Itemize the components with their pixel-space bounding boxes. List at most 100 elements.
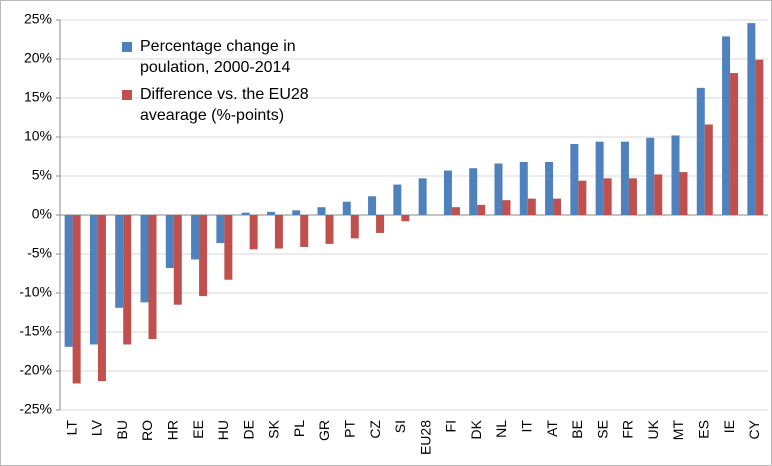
bar <box>494 163 503 215</box>
x-tick-label: IT <box>518 420 534 433</box>
bar <box>368 196 377 215</box>
x-tick-label: DK <box>468 419 484 439</box>
x-tick-label: HU <box>215 420 231 440</box>
x-tick-label: BE <box>569 420 585 439</box>
bar <box>595 141 604 215</box>
y-tick-label: 5% <box>32 167 52 183</box>
bar <box>64 215 73 347</box>
bar <box>502 200 511 215</box>
bar <box>317 207 326 215</box>
bar <box>451 207 460 215</box>
y-tick-label: 20% <box>24 50 52 66</box>
bar <box>545 161 554 215</box>
y-tick-label: 0% <box>32 206 52 222</box>
bar <box>704 124 713 215</box>
x-tick-label: DE <box>240 420 256 439</box>
bar <box>216 215 225 244</box>
legend-swatch <box>122 42 132 52</box>
bar <box>376 215 385 233</box>
bar <box>266 211 275 215</box>
bar <box>747 23 756 216</box>
x-tick-label: CZ <box>367 420 383 439</box>
x-tick-label: CY <box>746 419 762 439</box>
legend: Percentage change in poulation, 2000-201… <box>122 36 345 132</box>
bar <box>199 215 208 297</box>
x-tick-label: BU <box>114 420 130 439</box>
x-tick-label: HR <box>164 420 180 440</box>
bar <box>722 36 731 215</box>
x-tick-label: EE <box>190 420 206 439</box>
bar <box>477 204 486 215</box>
legend-label: Difference vs. the EU28 avearage (%-poin… <box>140 86 309 124</box>
x-tick-label: UK <box>645 419 661 439</box>
x-tick-label: LV <box>89 419 105 436</box>
x-tick-label: RO <box>139 420 155 441</box>
x-tick-label: GR <box>316 420 332 441</box>
bar <box>325 215 334 244</box>
y-tick-label: -5% <box>27 245 52 261</box>
x-tick-label: NL <box>493 420 509 438</box>
x-tick-label: IE <box>721 420 737 433</box>
x-tick-label: MT <box>670 420 686 441</box>
legend-item: Percentage change in poulation, 2000-201… <box>122 36 345 78</box>
bar <box>654 174 663 215</box>
bar <box>570 144 579 215</box>
bar <box>393 184 402 215</box>
bar <box>418 178 427 215</box>
bar <box>620 141 629 215</box>
bar <box>443 170 452 215</box>
x-tick-label: AT <box>544 420 560 437</box>
bar <box>578 180 587 215</box>
bar <box>72 215 81 384</box>
bar <box>292 210 301 215</box>
x-tick-label: ES <box>695 420 711 439</box>
x-tick-label: PT <box>341 420 357 438</box>
y-tick-label: 15% <box>24 89 52 105</box>
bar <box>755 59 764 215</box>
x-tick-label: SE <box>594 420 610 439</box>
bar <box>140 215 149 303</box>
bar <box>148 215 157 340</box>
bar <box>191 215 200 260</box>
bar <box>519 161 528 215</box>
legend-label: Percentage change in poulation, 2000-201… <box>140 38 296 76</box>
y-tick-label: 25% <box>24 11 52 27</box>
bar <box>173 215 182 305</box>
bar <box>241 212 250 215</box>
bar <box>274 215 283 249</box>
bar <box>97 215 106 382</box>
legend-swatch <box>122 90 132 100</box>
bar <box>679 172 688 215</box>
x-tick-label: SK <box>266 419 282 438</box>
bar <box>115 215 124 308</box>
bar <box>165 215 174 269</box>
y-tick-label: -25% <box>19 401 52 417</box>
bar <box>249 215 258 250</box>
y-tick-label: -20% <box>19 362 52 378</box>
bar <box>696 87 705 215</box>
bar <box>300 215 309 247</box>
x-tick-label: LT <box>63 420 79 436</box>
bar <box>401 215 410 222</box>
bar <box>469 168 478 215</box>
bar <box>350 215 359 239</box>
bar <box>224 215 233 280</box>
bar <box>646 137 655 215</box>
x-tick-label: FR <box>620 420 636 439</box>
x-tick-label: FI <box>443 420 459 432</box>
bar <box>123 215 132 345</box>
x-tick-label: SI <box>392 420 408 433</box>
bar <box>603 178 612 215</box>
legend-item: Difference vs. the EU28 avearage (%-poin… <box>122 84 345 126</box>
y-tick-label: 10% <box>24 128 52 144</box>
bar <box>553 198 562 215</box>
x-tick-label: PL <box>291 420 307 437</box>
bar <box>628 178 637 215</box>
bar <box>527 198 536 215</box>
bar <box>671 135 680 215</box>
bar <box>89 215 98 345</box>
bar <box>342 201 351 215</box>
y-tick-label: -10% <box>19 284 52 300</box>
